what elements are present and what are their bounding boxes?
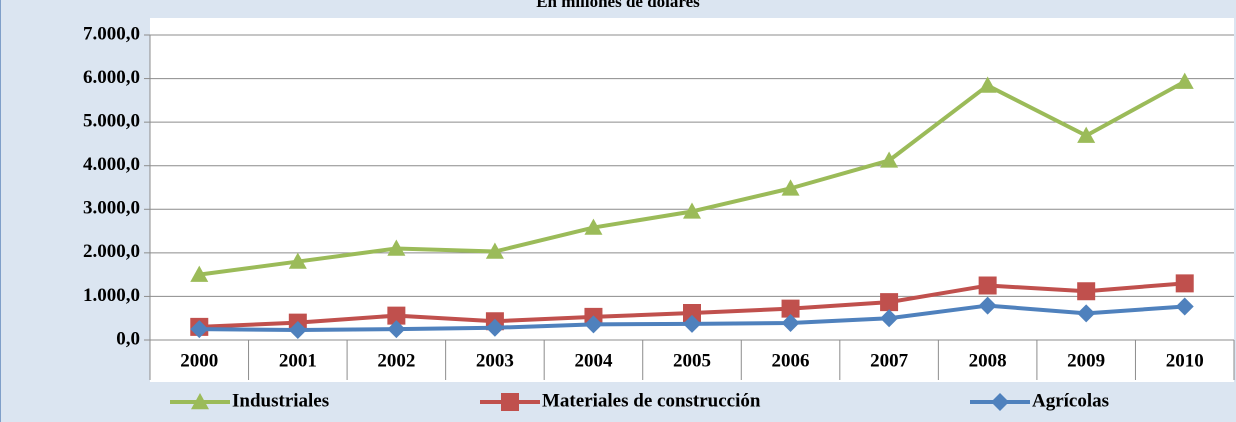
- marker: [880, 309, 899, 328]
- marker: [781, 299, 800, 318]
- y-tick-label: 6.000,0: [83, 67, 140, 88]
- legend-label: Agrícolas: [1032, 390, 1109, 411]
- marker: [1175, 297, 1194, 316]
- y-tick-label: 1.000,0: [83, 285, 140, 306]
- marker: [978, 296, 997, 315]
- y-tick-label: 0,0: [116, 328, 140, 349]
- marker: [1175, 274, 1194, 293]
- marker: [190, 320, 209, 339]
- x-tick-label: 2005: [673, 350, 711, 371]
- marker: [1077, 304, 1096, 323]
- marker: [781, 314, 800, 333]
- marker: [880, 151, 899, 168]
- marker: [501, 393, 519, 411]
- marker: [387, 320, 406, 339]
- marker: [191, 393, 209, 410]
- marker: [1077, 282, 1096, 301]
- marker: [485, 318, 504, 337]
- marker: [584, 218, 603, 235]
- y-tick-label: 3.000,0: [83, 198, 140, 219]
- marker: [683, 202, 701, 219]
- marker: [1077, 126, 1096, 143]
- x-tick-label: 2007: [870, 350, 909, 371]
- x-tick-label: 2009: [1067, 350, 1105, 371]
- marker: [978, 276, 997, 295]
- marker: [781, 179, 800, 196]
- y-tick-label: 7.000,0: [83, 23, 140, 44]
- marker: [288, 252, 307, 269]
- marker: [190, 265, 209, 282]
- y-tick-label: 4.000,0: [83, 154, 140, 175]
- x-tick-label: 2001: [279, 350, 317, 371]
- x-tick-label: 2006: [772, 350, 810, 371]
- marker: [683, 303, 701, 322]
- marker: [485, 242, 504, 259]
- x-tick-label: 2004: [574, 350, 613, 371]
- marker: [387, 239, 406, 256]
- x-tick-label: 2003: [476, 350, 514, 371]
- y-tick-label: 5.000,0: [83, 111, 140, 132]
- x-tick-label: 2010: [1166, 350, 1204, 371]
- marker: [1175, 72, 1194, 89]
- chart-title: En millones de dólares: [536, 0, 700, 11]
- marker: [880, 293, 899, 312]
- y-tick-label: 2.000,0: [83, 241, 140, 262]
- x-tick-label: 2008: [969, 350, 1007, 371]
- marker: [683, 314, 701, 333]
- marker: [288, 320, 307, 339]
- marker: [387, 306, 406, 325]
- x-tick-label: 2002: [377, 350, 415, 371]
- marker: [991, 393, 1009, 411]
- x-tick-label: 2000: [180, 350, 218, 371]
- legend-label: Industriales: [232, 390, 329, 411]
- marker: [978, 76, 997, 93]
- legend-label: Materiales de construcción: [542, 390, 761, 411]
- marker: [584, 315, 603, 334]
